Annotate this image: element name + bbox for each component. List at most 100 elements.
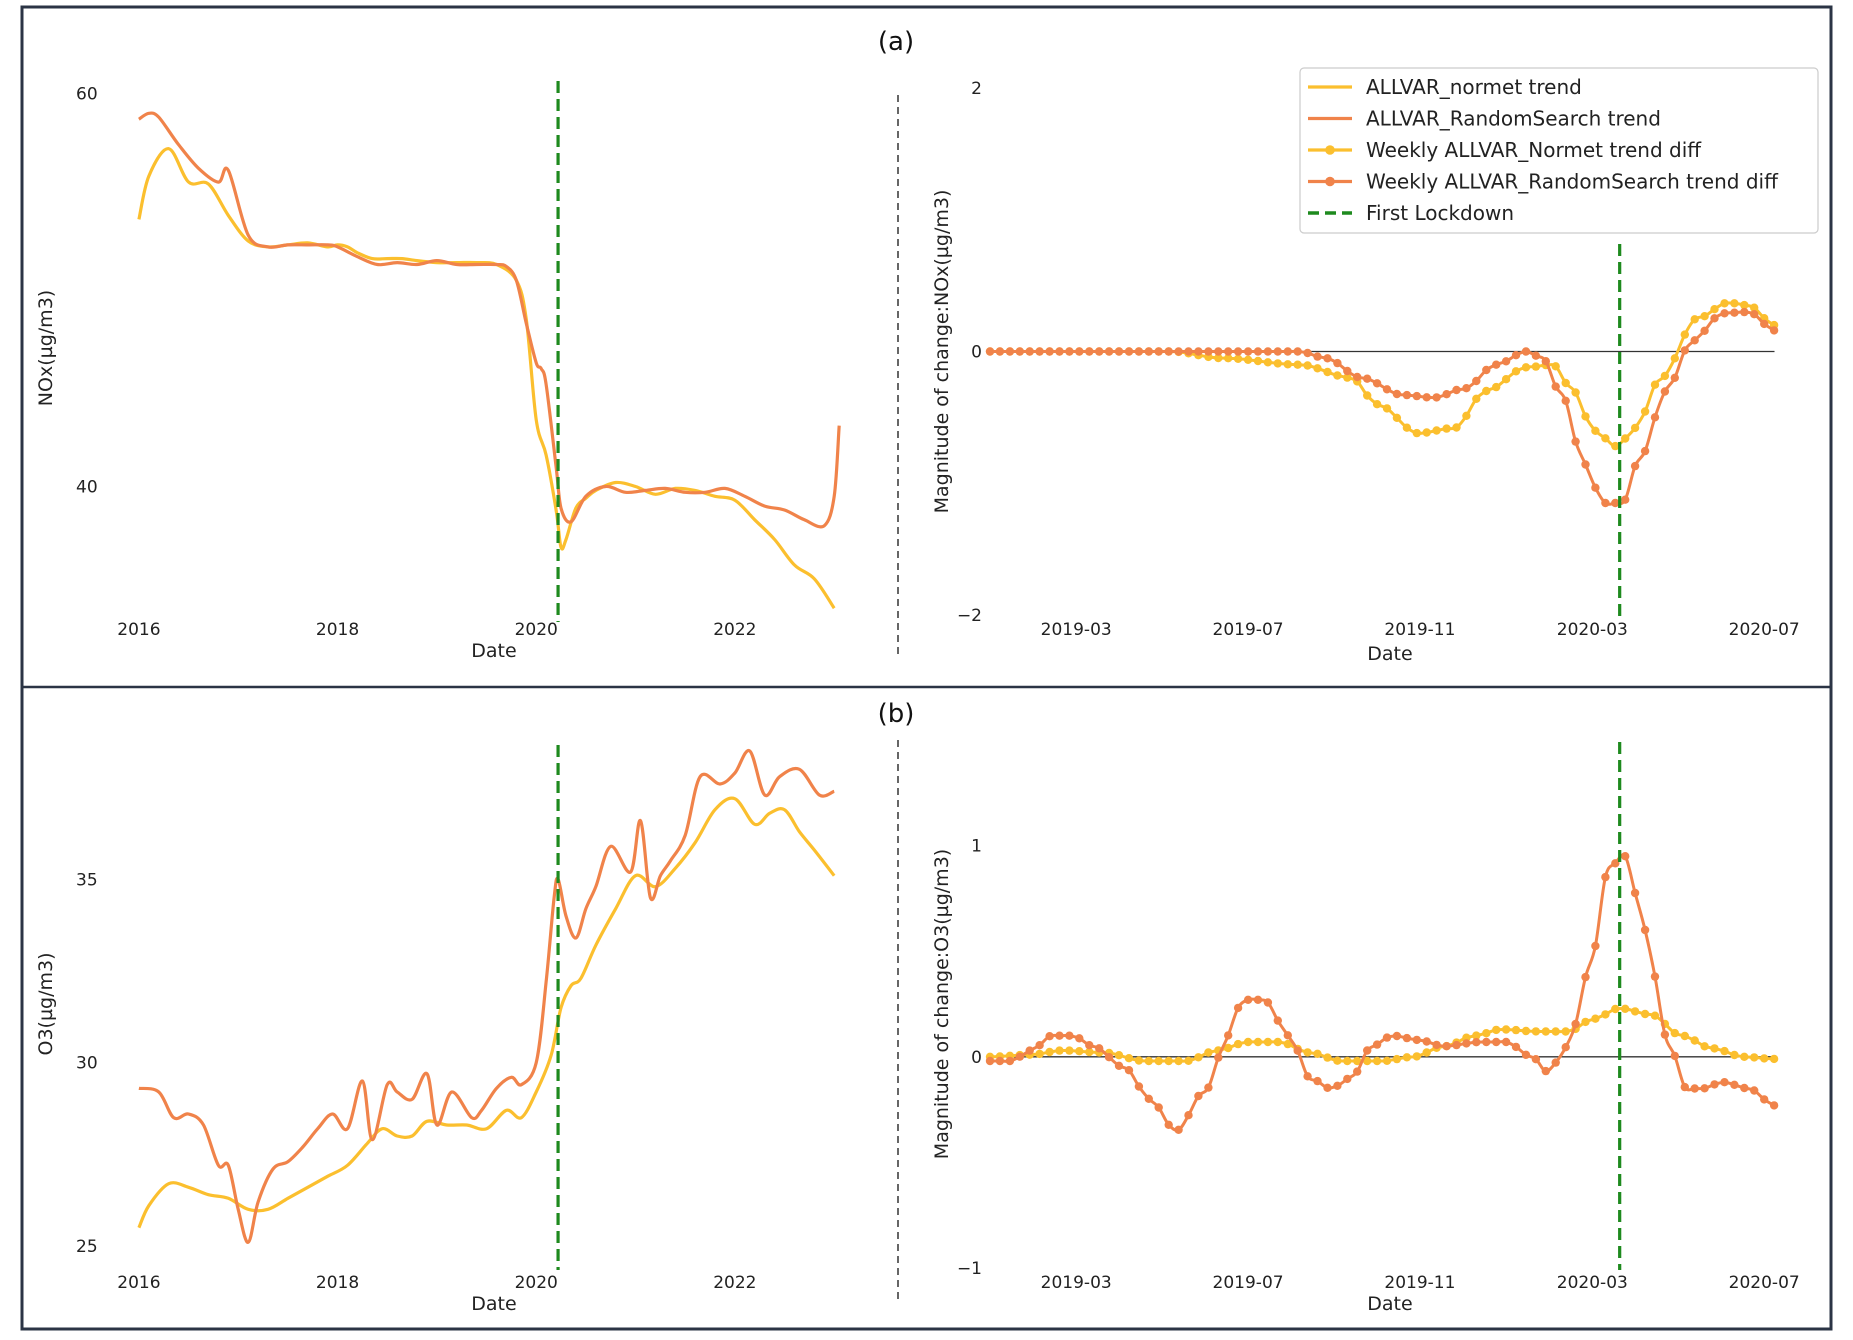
x-axis-label: Date <box>471 1293 516 1315</box>
rs_diff-marker <box>1005 1056 1015 1066</box>
y-tick-label: 30 <box>76 1054 98 1074</box>
x-tick-label: 2018 <box>316 620 359 640</box>
rs_diff-marker <box>1025 347 1034 356</box>
x-tick-label: 2019-03 <box>1041 620 1112 640</box>
rs_diff-marker <box>1154 347 1163 356</box>
x-tick-label: 2022 <box>713 1273 756 1293</box>
rs_diff-marker <box>995 347 1005 356</box>
rs_diff-marker <box>1164 347 1173 356</box>
normet_diff-marker <box>1531 362 1541 371</box>
rs_diff-marker <box>1015 347 1024 356</box>
normet_diff-marker <box>1472 394 1481 403</box>
rs_diff-marker <box>1611 498 1620 508</box>
rs_diff-marker <box>1313 352 1322 361</box>
o3-trend-chart: 2016 2018 2020 2022 25 30 35 Date O3(µg/m3) <box>35 745 836 1315</box>
rs_diff-marker <box>1273 1016 1283 1025</box>
normet_diff-marker <box>1720 299 1729 308</box>
rs_diff-marker <box>1432 1040 1441 1050</box>
normet_diff-marker <box>1323 1053 1332 1062</box>
normet_diff-marker <box>1134 1056 1144 1065</box>
panel-a-label: (a) <box>878 27 914 57</box>
rs_diff-marker <box>1154 1103 1163 1112</box>
rs_diff-marker <box>1482 365 1491 375</box>
rs_diff-marker <box>1630 888 1640 898</box>
rs_diff-marker <box>1412 391 1422 401</box>
y-axis-label: O3(µg/m3) <box>35 952 57 1055</box>
normet_diff-marker <box>1571 388 1580 397</box>
rs_diff-marker <box>1035 1041 1044 1050</box>
normet_diff-marker <box>1650 380 1660 389</box>
rs_diff-marker <box>1422 1037 1431 1046</box>
rs_diff-marker <box>1243 995 1253 1004</box>
rs_diff-marker <box>1333 358 1342 368</box>
rs_diff-marker <box>1095 1044 1104 1053</box>
rs_diff-marker <box>985 347 995 356</box>
rs_diff-marker <box>1224 347 1233 356</box>
x-tick-label: 2019-03 <box>1041 1273 1112 1293</box>
x-tick-label: 2020-07 <box>1729 1273 1800 1293</box>
y-tick-label: −2 <box>957 606 982 626</box>
rs_diff-marker <box>1293 347 1302 356</box>
normet_diff-marker <box>1640 1009 1650 1019</box>
rs_diff-marker <box>1005 347 1015 356</box>
normet_diff-marker <box>1720 1046 1729 1056</box>
rs_diff-marker <box>1670 373 1680 382</box>
normet_diff-marker <box>1650 1011 1660 1020</box>
normet_diff-marker <box>1045 1047 1054 1057</box>
rs_diff-marker <box>1750 310 1759 319</box>
normet_diff-marker <box>1233 354 1243 363</box>
rs_diff-marker <box>1640 446 1650 456</box>
rs_diff-marker <box>1134 1082 1144 1091</box>
normet_diff-marker <box>1611 441 1620 451</box>
rs_diff-marker <box>1442 390 1451 399</box>
normet_diff-marker <box>1630 1007 1640 1016</box>
rs_diff-marker <box>1343 1074 1352 1084</box>
normet_diff-marker <box>1402 423 1412 432</box>
figure-frame <box>20 5 1833 1331</box>
legend-label-normet_trend: ALLVAR_normet trend <box>1366 75 1582 99</box>
rs_diff-marker <box>1601 872 1610 882</box>
rs_diff-marker <box>1432 393 1441 402</box>
rs_diff-marker <box>1591 483 1600 492</box>
normet_diff-marker <box>1660 371 1670 381</box>
rs_diff-marker <box>1015 1052 1024 1061</box>
normet_diff-marker <box>1730 299 1739 308</box>
rs_diff-marker <box>1253 347 1263 356</box>
rs_diff-marker <box>1224 1031 1233 1040</box>
rs_diff-marker <box>1194 1091 1203 1101</box>
normet_diff-marker <box>1243 355 1253 364</box>
normet_diff-marker <box>1561 378 1570 388</box>
normet_diff-marker <box>1293 360 1302 369</box>
y-tick-label: 60 <box>76 85 98 105</box>
rs_diff-marker <box>1055 1031 1064 1040</box>
y-tick-label: 2 <box>971 79 982 99</box>
rs_diff-marker <box>1601 498 1610 508</box>
rs_diff-marker <box>1561 1043 1570 1052</box>
normet_diff-marker <box>1492 382 1501 392</box>
rs_diff-marker <box>1551 382 1560 391</box>
normet_diff-marker <box>1422 1048 1431 1057</box>
rs_diff-marker <box>1065 1031 1074 1040</box>
legend: ALLVAR_normet trend ALLVAR_RandomSearch t… <box>1299 67 1819 234</box>
rs_diff-marker <box>1085 1041 1094 1050</box>
normet_diff-marker <box>1482 386 1491 396</box>
normet_diff-marker <box>1442 424 1451 433</box>
normet_diff-marker <box>1382 404 1392 413</box>
rs_diff-marker <box>1730 1080 1739 1090</box>
rs_diff-marker <box>1174 347 1183 356</box>
rs_diff-marker <box>1700 1084 1709 1093</box>
rs_diff-marker <box>1283 1031 1293 1040</box>
normet_diff-marker <box>1710 1044 1719 1053</box>
normet_diff-marker <box>1174 1056 1183 1066</box>
y-tick-label: 0 <box>971 1048 982 1068</box>
rs_diff-marker <box>1382 1033 1392 1042</box>
legend-label-rs_trend: ALLVAR_RandomSearch trend <box>1366 107 1661 131</box>
rs_diff-marker <box>1164 1120 1173 1130</box>
normet_diff-marker <box>1750 1053 1759 1062</box>
rs_diff-marker <box>1104 347 1114 356</box>
rs_diff-marker <box>1740 307 1749 317</box>
normet_diff-marker <box>1462 411 1471 420</box>
normet_diff-marker <box>1253 356 1263 366</box>
rs_diff-marker <box>1760 319 1769 329</box>
